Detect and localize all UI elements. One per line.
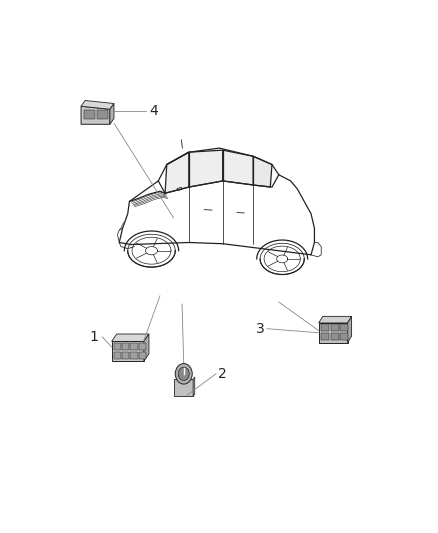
Bar <box>340 333 349 340</box>
Polygon shape <box>319 323 347 343</box>
Bar <box>131 343 138 350</box>
Text: 1: 1 <box>89 330 98 344</box>
Bar <box>340 324 349 331</box>
Polygon shape <box>112 334 149 342</box>
Circle shape <box>175 364 192 384</box>
Bar <box>321 333 329 340</box>
Polygon shape <box>223 150 253 185</box>
Polygon shape <box>319 317 352 323</box>
Bar <box>114 343 121 350</box>
Polygon shape <box>81 101 114 109</box>
Polygon shape <box>112 342 144 361</box>
Circle shape <box>178 367 189 381</box>
Polygon shape <box>193 377 195 397</box>
Bar <box>331 333 339 340</box>
Bar <box>85 110 95 118</box>
Bar <box>321 324 329 331</box>
Polygon shape <box>110 103 114 124</box>
Bar <box>98 110 108 118</box>
Bar <box>138 352 146 359</box>
Polygon shape <box>177 187 182 191</box>
Bar <box>122 343 129 350</box>
Polygon shape <box>347 317 352 343</box>
Polygon shape <box>144 334 149 361</box>
Bar <box>131 352 138 359</box>
Polygon shape <box>189 150 223 187</box>
Bar <box>122 352 129 359</box>
Text: 2: 2 <box>219 367 227 381</box>
Polygon shape <box>253 156 272 187</box>
Text: 3: 3 <box>256 322 265 336</box>
Bar <box>114 352 121 359</box>
Polygon shape <box>165 152 189 193</box>
Polygon shape <box>81 106 110 124</box>
Bar <box>138 343 146 350</box>
Text: 4: 4 <box>149 104 158 118</box>
Bar <box>331 324 339 331</box>
Polygon shape <box>174 379 193 397</box>
